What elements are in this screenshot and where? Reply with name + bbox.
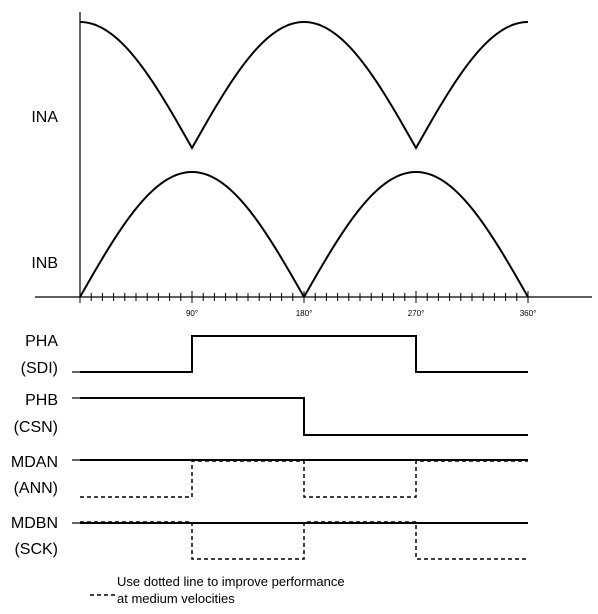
mdbn-label: MDBN: [11, 515, 58, 532]
tick-label-180: 180°: [296, 309, 313, 318]
tick-label-270: 270°: [408, 309, 425, 318]
mdan-sublabel: (ANN): [14, 480, 58, 497]
phb-sublabel: (CSN): [14, 419, 58, 436]
mdbn-dotted-waveform: [80, 521, 528, 560]
tick-label-360: 360°: [520, 309, 537, 318]
ina-waveform: [79, 20, 529, 151]
tick-label-90: 90°: [186, 309, 198, 318]
pha-label: PHA: [25, 333, 58, 350]
mdan-dotted-waveform: [80, 460, 528, 498]
mdbn-sublabel: (SCK): [14, 541, 58, 558]
inb-label: INB: [31, 255, 58, 272]
pha-waveform: [80, 335, 528, 373]
pha-sublabel: (SDI): [21, 360, 58, 377]
legend-line-2: at medium velocities: [117, 591, 235, 606]
inb-waveform: [79, 170, 529, 300]
phb-waveform: [80, 397, 528, 436]
legend-line-1: Use dotted line to improve performance: [117, 574, 345, 589]
mdan-label: MDAN: [11, 454, 58, 471]
ina-label: INA: [31, 109, 58, 126]
phb-label: PHB: [25, 392, 58, 409]
axis-minor-ticks: [79, 291, 529, 303]
